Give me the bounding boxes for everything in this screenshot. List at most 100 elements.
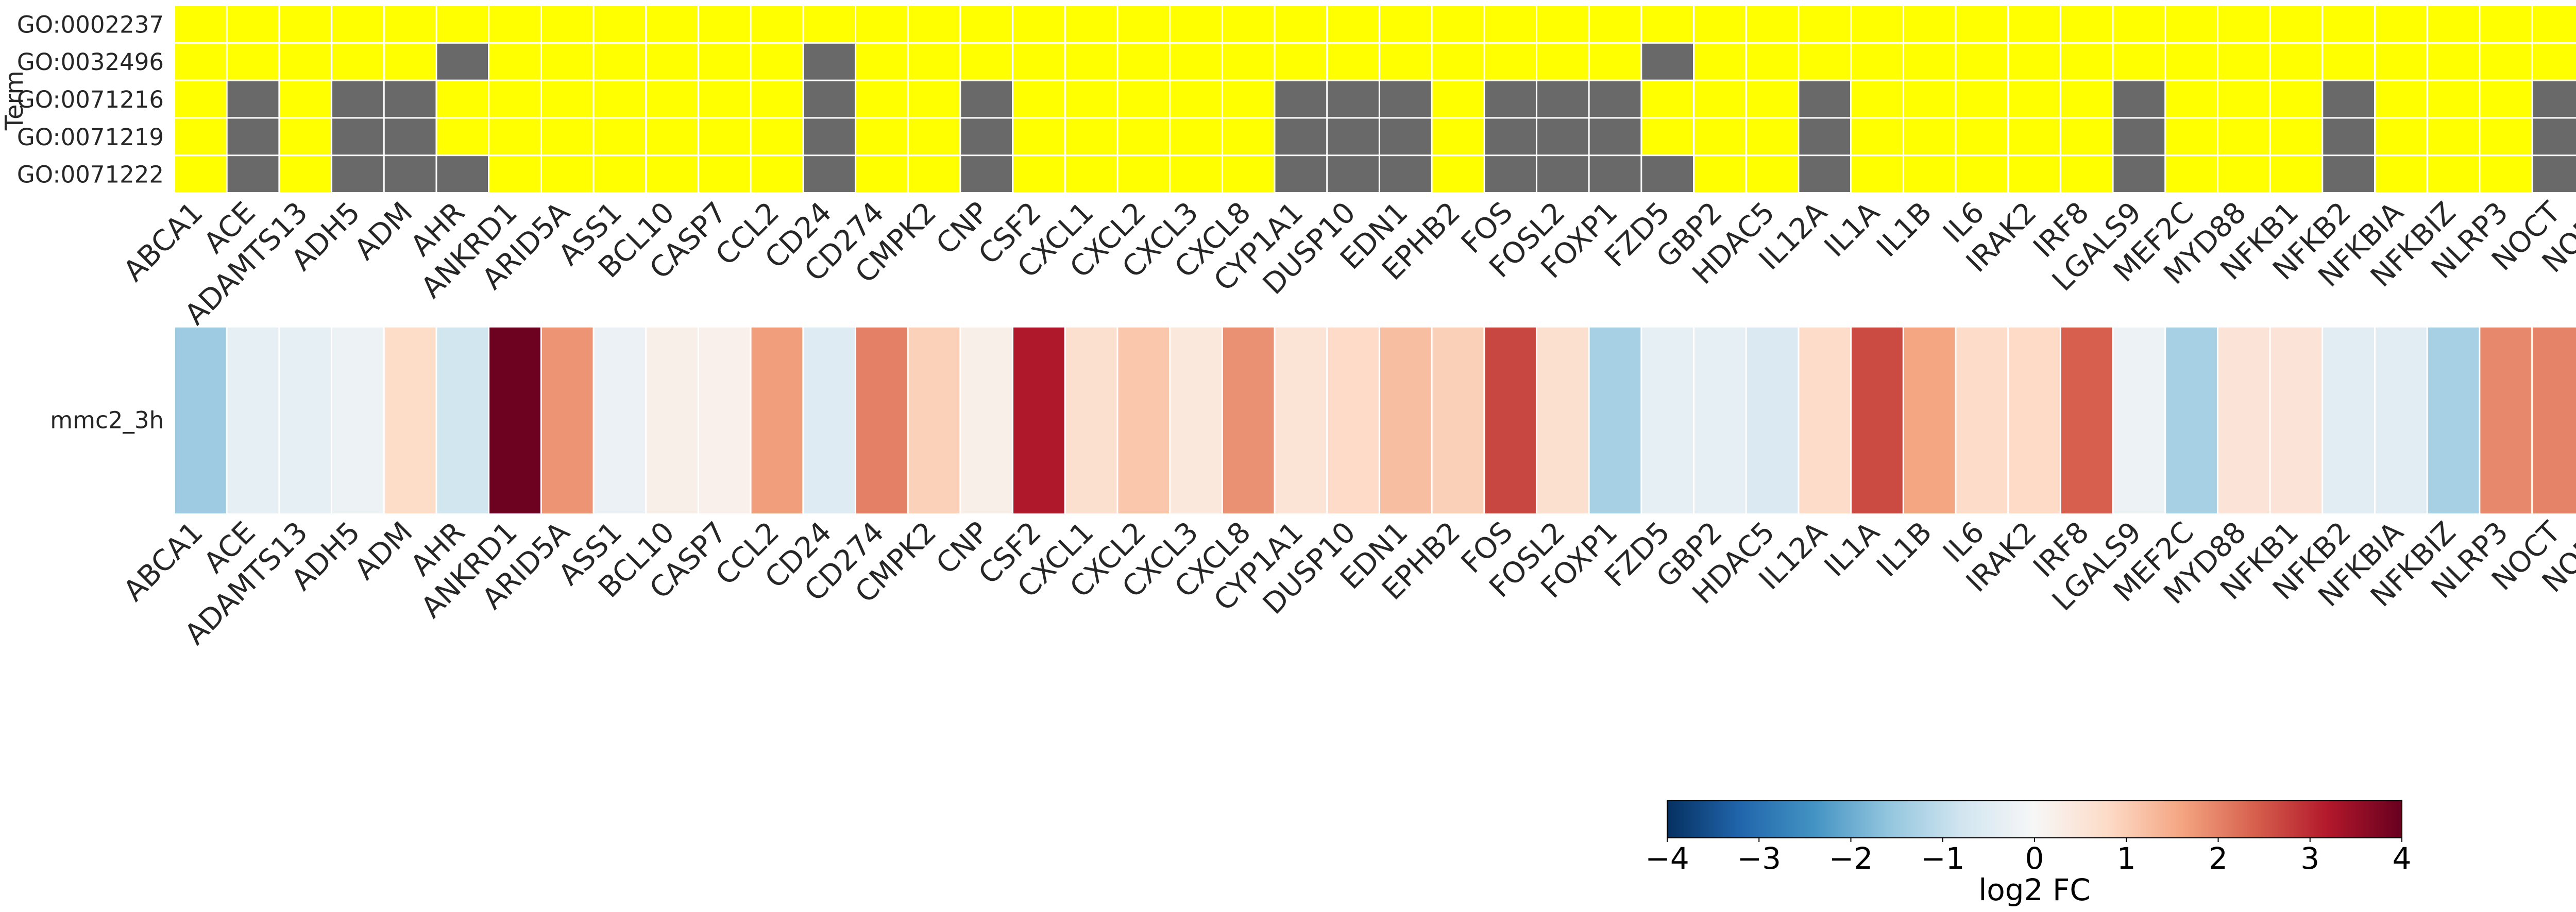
go-cell-GO:0071216-NLRP3 bbox=[2480, 81, 2532, 117]
log2fc-cell-FOXP1 bbox=[1589, 328, 1641, 513]
go-cell-GO:0071216-FOXP1 bbox=[1589, 81, 1641, 117]
go-cell-GO:0071219-CCL2 bbox=[751, 118, 803, 155]
go-cell-GO:0071222-IRAK2 bbox=[2009, 156, 2060, 192]
go-cell-GO:0032496-ANKRD1 bbox=[489, 43, 540, 80]
log2fc-cell-EPHB2 bbox=[1432, 328, 1484, 513]
go-cell-GO:0032496-CYP1A1 bbox=[1275, 43, 1327, 80]
log2fc-cell-IL1A bbox=[1852, 328, 1903, 513]
go-cell-GO:0071216-MYD88 bbox=[2218, 81, 2269, 117]
log2fc-cell-IL6 bbox=[1956, 328, 2008, 513]
go-cell-GO:0032496-FZD5 bbox=[1642, 43, 1693, 80]
go-cell-GO:0071216-CSF2 bbox=[1013, 81, 1064, 117]
go-cell-GO:0032496-ADAMTS13 bbox=[280, 43, 331, 80]
go-cell-GO:0071216-CXCL2 bbox=[1118, 81, 1170, 117]
log2fc-heatmap bbox=[175, 328, 2576, 513]
go-term-row-labels: GO:0002237 GO:0032496 GO:0071216 GO:0071219… bbox=[17, 11, 164, 188]
go-cell-GO:0002237-CASP7 bbox=[699, 6, 750, 42]
go-cell-GO:0071222-CD274 bbox=[856, 156, 907, 192]
go-cell-GO:0071216-EPHB2 bbox=[1432, 81, 1484, 117]
go-cell-GO:0002237-CYP1A1 bbox=[1275, 6, 1327, 42]
go-cell-GO:0032496-CSF2 bbox=[1013, 43, 1064, 80]
go-cell-GO:0071216-EDN1 bbox=[1380, 81, 1431, 117]
go-cell-GO:0002237-CXCL3 bbox=[1171, 6, 1222, 42]
log2fc-cell-FOSL2 bbox=[1537, 328, 1588, 513]
log2fc-cell-MYD88 bbox=[2218, 328, 2269, 513]
go-cell-GO:0071216-CXCL8 bbox=[1223, 81, 1274, 117]
go-cell-GO:0071219-FOXP1 bbox=[1589, 118, 1641, 155]
go-cell-GO:0071216-CASP7 bbox=[699, 81, 750, 117]
go-cell-GO:0071216-MEF2C bbox=[2166, 81, 2217, 117]
bottom-gene-label: ADM bbox=[348, 515, 419, 587]
go-cell-GO:0002237-GBP2 bbox=[1694, 6, 1745, 42]
go-cell-GO:0071222-IL1A bbox=[1852, 156, 1903, 192]
go-cell-GO:0071219-IL12A bbox=[1799, 118, 1851, 155]
go-cell-GO:0071216-NFKB1 bbox=[2270, 81, 2322, 117]
go-cell-GO:0071216-FOSL2 bbox=[1537, 81, 1588, 117]
go-cell-GO:0071219-EPHB2 bbox=[1432, 118, 1484, 155]
go-cell-GO:0071219-CNP bbox=[961, 118, 1012, 155]
go-cell-GO:0071219-ABCA1 bbox=[175, 118, 226, 155]
go-cell-GO:0071222-CXCL8 bbox=[1223, 156, 1274, 192]
go-term-label: GO:0002237 bbox=[17, 11, 164, 38]
go-cell-GO:0071216-CD24 bbox=[804, 81, 855, 117]
go-cell-GO:0071216-ADM bbox=[384, 81, 436, 117]
log2fc-cell-NFKBIZ bbox=[2428, 328, 2479, 513]
colorbar-ticks: −4 −3 −2 −1 0 1 2 3 4 bbox=[1645, 838, 2411, 876]
go-cell-GO:0071222-CD24 bbox=[804, 156, 855, 192]
log2fc-cell-NFKB2 bbox=[2323, 328, 2374, 513]
go-cell-GO:0032496-ADM bbox=[384, 43, 436, 80]
go-cell-GO:0071219-ACE bbox=[227, 118, 279, 155]
go-cell-GO:0071219-FOS bbox=[1485, 118, 1536, 155]
go-cell-GO:0071219-CD24 bbox=[804, 118, 855, 155]
colorbar-tick-label: −3 bbox=[1737, 841, 1782, 876]
top-gene-label: ADM bbox=[348, 196, 419, 267]
go-cell-GO:0002237-FZD5 bbox=[1642, 6, 1693, 42]
go-cell-GO:0002237-CNP bbox=[961, 6, 1012, 42]
log2fc-cell-IL1B bbox=[1904, 328, 1955, 513]
bottom-gene-label: ABCA1 bbox=[117, 515, 209, 608]
go-cell-GO:0002237-HDAC5 bbox=[1747, 6, 1798, 42]
go-cell-GO:0071216-HDAC5 bbox=[1747, 81, 1798, 117]
go-cell-GO:0071216-IL1A bbox=[1852, 81, 1903, 117]
go-cell-GO:0002237-ANKRD1 bbox=[489, 6, 540, 42]
go-cell-GO:0032496-MEF2C bbox=[2166, 43, 2217, 80]
log2fc-cell-CCL2 bbox=[751, 328, 803, 513]
go-cell-GO:0002237-BCL10 bbox=[647, 6, 698, 42]
go-cell-GO:0002237-IL1A bbox=[1852, 6, 1903, 42]
go-cell-GO:0071219-CASP7 bbox=[699, 118, 750, 155]
go-cell-GO:0071216-AHR bbox=[437, 81, 488, 117]
go-cell-GO:0071222-IL1B bbox=[1904, 156, 1955, 192]
go-cell-GO:0032496-IRF8 bbox=[2061, 43, 2112, 80]
go-cell-GO:0002237-CMPK2 bbox=[908, 6, 960, 42]
colorbar-title: log2 FC bbox=[1978, 872, 2091, 907]
go-cell-GO:0032496-ASS1 bbox=[594, 43, 646, 80]
log2fc-cell-ADM bbox=[384, 328, 436, 513]
go-cell-GO:0071219-CYP1A1 bbox=[1275, 118, 1327, 155]
log2fc-cell-ABCA1 bbox=[175, 328, 226, 513]
log2fc-cell-FOS bbox=[1485, 328, 1536, 513]
go-cell-GO:0071219-FOSL2 bbox=[1537, 118, 1588, 155]
go-cell-GO:0071216-CCL2 bbox=[751, 81, 803, 117]
go-cell-GO:0071216-DUSP10 bbox=[1328, 81, 1379, 117]
go-cell-GO:0071222-ASS1 bbox=[594, 156, 646, 192]
go-cell-GO:0002237-NFKBIA bbox=[2375, 6, 2427, 42]
go-cell-GO:0002237-CD24 bbox=[804, 6, 855, 42]
go-cell-GO:0071222-IL12A bbox=[1799, 156, 1851, 192]
go-cell-GO:0002237-CSF2 bbox=[1013, 6, 1064, 42]
go-cell-GO:0071216-ARID5A bbox=[541, 81, 593, 117]
go-cell-GO:0071216-IL12A bbox=[1799, 81, 1851, 117]
go-cell-GO:0032496-AHR bbox=[437, 43, 488, 80]
go-cell-GO:0002237-AHR bbox=[437, 6, 488, 42]
go-cell-GO:0071219-ADAMTS13 bbox=[280, 118, 331, 155]
go-cell-GO:0071216-ACE bbox=[227, 81, 279, 117]
go-cell-GO:0071216-ABCA1 bbox=[175, 81, 226, 117]
go-cell-GO:0032496-CCL2 bbox=[751, 43, 803, 80]
go-cell-GO:0002237-IL1B bbox=[1904, 6, 1955, 42]
go-cell-GO:0071222-FZD5 bbox=[1642, 156, 1693, 192]
go-cell-GO:0071219-CSF2 bbox=[1013, 118, 1064, 155]
colorbar-tick-label: −2 bbox=[1829, 841, 1873, 876]
go-cell-GO:0071222-NFKB2 bbox=[2323, 156, 2374, 192]
log2fc-cell-NOCT bbox=[2533, 328, 2576, 513]
go-cell-GO:0002237-NFKBIZ bbox=[2428, 6, 2479, 42]
